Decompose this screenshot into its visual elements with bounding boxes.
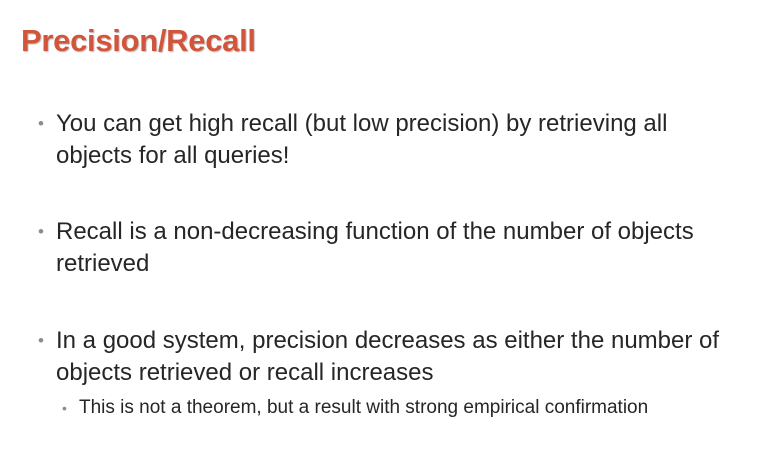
bullet-text: Recall is a non-decreasing function of t… (56, 218, 694, 277)
bullet-item: • Recall is a non-decreasing function of… (38, 216, 738, 280)
bullet-item: • You can get high recall (but low preci… (38, 108, 738, 172)
bullet-marker: • (38, 114, 44, 133)
bullet-text: You can get high recall (but low precisi… (56, 110, 668, 169)
sub-bullet-marker: • (62, 400, 67, 416)
sub-bullet-item: • This is not a theorem, but a result wi… (62, 395, 702, 421)
slide-title: Precision/Recall (21, 23, 256, 58)
bullet-text: In a good system, precision decreases as… (56, 327, 720, 386)
bullet-item: • In a good system, precision decreases … (38, 325, 738, 389)
bullet-marker: • (38, 331, 44, 350)
bullet-marker: • (38, 222, 44, 241)
sub-bullet-text: This is not a theorem, but a result with… (79, 397, 649, 418)
